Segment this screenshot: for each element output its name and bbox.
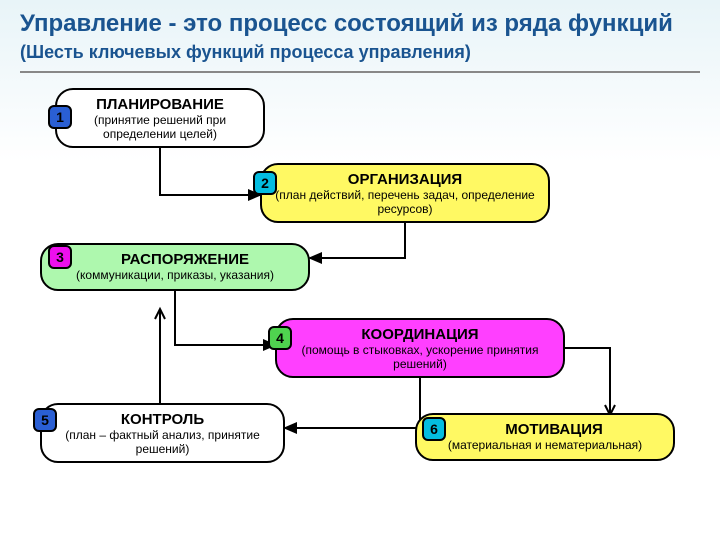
node-disposition: РАСПОРЯЖЕНИЕ (коммуникации, приказы, ука…	[40, 243, 310, 291]
node-title: КОНТРОЛЬ	[54, 411, 271, 428]
node-desc: (коммуникации, приказы, указания)	[54, 268, 296, 282]
node-title: ПЛАНИРОВАНИЕ	[69, 96, 251, 113]
node-planning: ПЛАНИРОВАНИЕ (принятие решений при опред…	[55, 88, 265, 148]
arrow-4-5	[285, 378, 420, 428]
diagram-canvas: ПЛАНИРОВАНИЕ (принятие решений при опред…	[0, 83, 720, 503]
page-subtitle: (Шесть ключевых функций процесса управле…	[0, 40, 720, 71]
badge-6: 6	[422, 417, 446, 441]
node-title: РАСПОРЯЖЕНИЕ	[54, 251, 296, 268]
node-control: КОНТРОЛЬ (план – фактный анализ, приняти…	[40, 403, 285, 463]
title-underline	[20, 71, 700, 73]
node-title: КООРДИНАЦИЯ	[289, 326, 551, 343]
node-title: ОРГАНИЗАЦИЯ	[274, 171, 536, 188]
arrow-3-4	[175, 291, 275, 345]
node-coordination: КООРДИНАЦИЯ (помощь в стыковках, ускорен…	[275, 318, 565, 378]
node-desc: (план – фактный анализ, принятие решений…	[54, 428, 271, 457]
arrow-5-3	[155, 309, 165, 403]
node-title: МОТИВАЦИЯ	[429, 421, 661, 438]
badge-3: 3	[48, 245, 72, 269]
node-desc: (помощь в стыковках, ускорение принятия …	[289, 343, 551, 372]
node-desc: (план действий, перечень задач, определе…	[274, 188, 536, 217]
node-desc: (принятие решений при определении целей)	[69, 113, 251, 142]
page-title: Управление - это процесс состоящий из ря…	[0, 0, 720, 40]
arrow-2-3	[310, 223, 405, 258]
badge-2: 2	[253, 171, 277, 195]
badge-5: 5	[33, 408, 57, 432]
node-desc: (материальная и нематериальная)	[429, 438, 661, 452]
badge-4: 4	[268, 326, 292, 350]
node-motivation: МОТИВАЦИЯ (материальная и нематериальная…	[415, 413, 675, 461]
node-organization: ОРГАНИЗАЦИЯ (план действий, перечень зад…	[260, 163, 550, 223]
badge-1: 1	[48, 105, 72, 129]
arrow-1-2	[160, 148, 260, 195]
